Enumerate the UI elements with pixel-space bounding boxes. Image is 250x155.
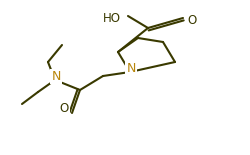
Text: N: N [51,69,61,82]
Text: N: N [126,62,136,75]
Text: O: O [60,102,68,115]
Text: HO: HO [103,11,121,24]
Text: O: O [188,13,196,27]
